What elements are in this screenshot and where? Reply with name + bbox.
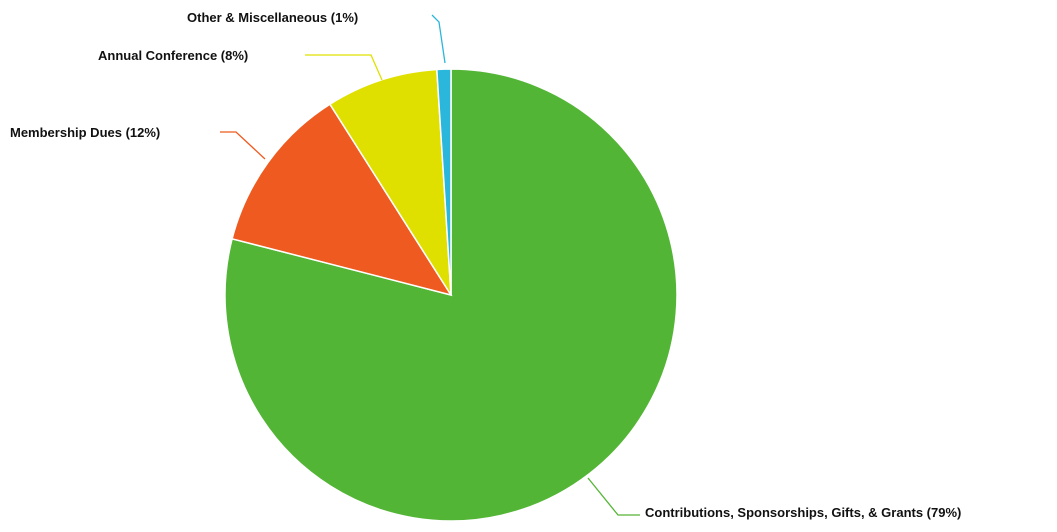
leader-line-other-miscellaneous [431, 14, 446, 64]
labels-layer: Contributions, Sponsorships, Gifts, & Gr… [10, 10, 961, 520]
pie-slice-other-miscellaneous [436, 68, 452, 296]
leader-line-membership-dues [220, 131, 266, 160]
pie-slice-membership-dues [231, 103, 453, 297]
slices-layer [224, 68, 678, 522]
pie-slice-annual-conference [328, 68, 452, 296]
slice-label-membership-dues: Membership Dues (12%) [10, 125, 160, 140]
slice-label-contributions-sponsorships-gifts-grants: Contributions, Sponsorships, Gifts, & Gr… [645, 505, 961, 520]
slice-label-annual-conference: Annual Conference (8%) [98, 48, 248, 63]
leader-line-annual-conference [305, 54, 383, 81]
leader-line-contributions-sponsorships-gifts-grants [587, 477, 640, 516]
leader-lines-layer [220, 14, 640, 516]
slice-label-other-miscellaneous: Other & Miscellaneous (1%) [187, 10, 358, 25]
